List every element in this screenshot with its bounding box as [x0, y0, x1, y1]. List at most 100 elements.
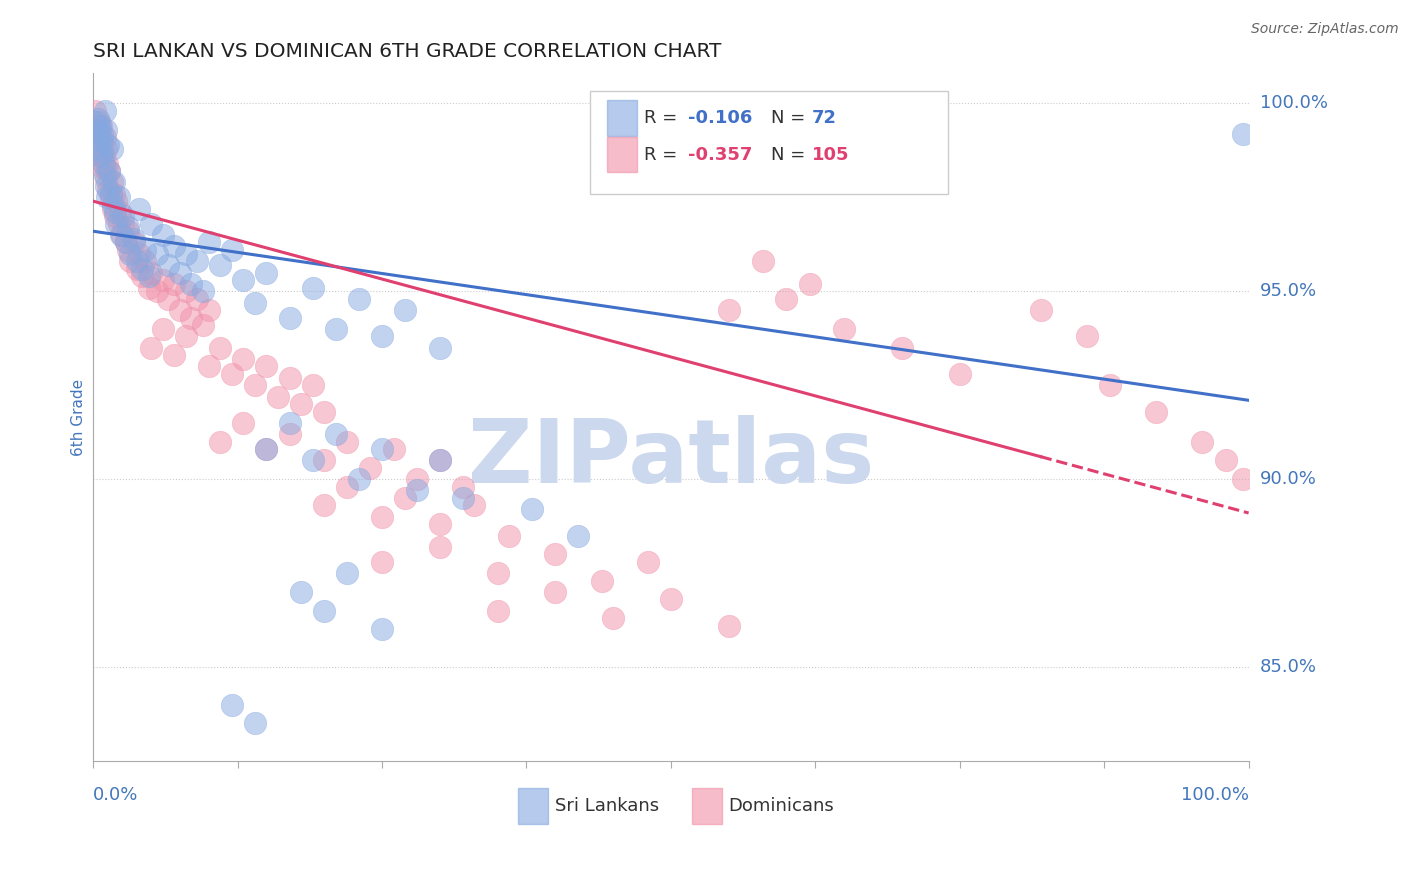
Text: 100.0%: 100.0%	[1181, 786, 1249, 804]
Point	[107, 190, 129, 204]
Point	[405, 483, 427, 498]
Point	[98, 164, 121, 178]
Point	[127, 261, 149, 276]
Point	[110, 227, 132, 242]
Point	[243, 716, 266, 731]
Point	[301, 453, 323, 467]
Point	[336, 566, 359, 581]
Point	[93, 149, 115, 163]
Point	[278, 370, 301, 384]
Point	[90, 149, 112, 163]
Point	[163, 348, 186, 362]
Point	[87, 115, 110, 129]
Point	[1076, 329, 1098, 343]
Point	[94, 122, 117, 136]
Point	[117, 220, 139, 235]
Point	[347, 472, 370, 486]
Point	[221, 243, 243, 257]
Point	[799, 277, 821, 291]
Point	[371, 509, 394, 524]
Point	[429, 453, 451, 467]
Point	[243, 378, 266, 392]
Text: N =: N =	[772, 145, 811, 163]
Point	[290, 585, 312, 599]
Point	[87, 134, 110, 148]
Point	[163, 277, 186, 291]
Point	[314, 404, 336, 418]
Point	[104, 205, 127, 219]
Point	[90, 119, 112, 133]
Point	[394, 303, 416, 318]
Point	[209, 258, 232, 272]
Point	[752, 254, 775, 268]
Point	[138, 280, 160, 294]
Point	[191, 285, 214, 299]
Point	[486, 604, 509, 618]
Point	[152, 322, 174, 336]
Point	[314, 453, 336, 467]
Text: R =: R =	[644, 109, 683, 128]
Point	[90, 149, 112, 163]
Point	[371, 442, 394, 457]
Text: 0.0%: 0.0%	[93, 786, 139, 804]
Point	[371, 329, 394, 343]
Point	[243, 295, 266, 310]
Text: Source: ZipAtlas.com: Source: ZipAtlas.com	[1251, 22, 1399, 37]
FancyBboxPatch shape	[607, 136, 637, 172]
Text: N =: N =	[772, 109, 811, 128]
Point	[87, 142, 110, 156]
Point	[131, 261, 153, 276]
Text: R =: R =	[644, 145, 683, 163]
Point	[138, 269, 160, 284]
Point	[169, 266, 191, 280]
Point	[429, 453, 451, 467]
Point	[86, 119, 108, 133]
Point	[94, 142, 117, 156]
Text: ZIPatlas: ZIPatlas	[468, 415, 875, 502]
Point	[463, 499, 485, 513]
Point	[637, 555, 659, 569]
Point	[117, 224, 139, 238]
Point	[232, 273, 254, 287]
Point	[209, 434, 232, 449]
Point	[105, 217, 128, 231]
Point	[314, 604, 336, 618]
Point	[591, 574, 613, 588]
Point	[256, 266, 278, 280]
Point	[127, 254, 149, 268]
Point	[93, 130, 115, 145]
Point	[139, 217, 162, 231]
Point	[186, 292, 208, 306]
Point	[278, 416, 301, 430]
Point	[832, 322, 855, 336]
Point	[314, 499, 336, 513]
Point	[103, 186, 125, 201]
Point	[97, 137, 120, 152]
FancyBboxPatch shape	[591, 91, 948, 194]
Text: 95.0%: 95.0%	[1260, 283, 1317, 301]
Point	[290, 397, 312, 411]
Point	[256, 359, 278, 374]
Point	[93, 156, 115, 170]
Point	[371, 555, 394, 569]
Point	[267, 390, 290, 404]
Point	[87, 142, 110, 156]
Point	[429, 517, 451, 532]
Point	[94, 171, 117, 186]
Point	[394, 491, 416, 505]
Point	[1191, 434, 1213, 449]
Text: 85.0%: 85.0%	[1260, 658, 1317, 676]
Point	[522, 502, 544, 516]
Point	[325, 322, 347, 336]
Point	[498, 528, 520, 542]
Point	[145, 246, 167, 260]
Point	[451, 491, 474, 505]
Point	[256, 442, 278, 457]
Point	[97, 183, 120, 197]
Point	[371, 623, 394, 637]
Point	[152, 227, 174, 242]
Point	[256, 442, 278, 457]
Text: Sri Lankans: Sri Lankans	[555, 797, 659, 814]
Point	[103, 175, 125, 189]
Point	[221, 367, 243, 381]
